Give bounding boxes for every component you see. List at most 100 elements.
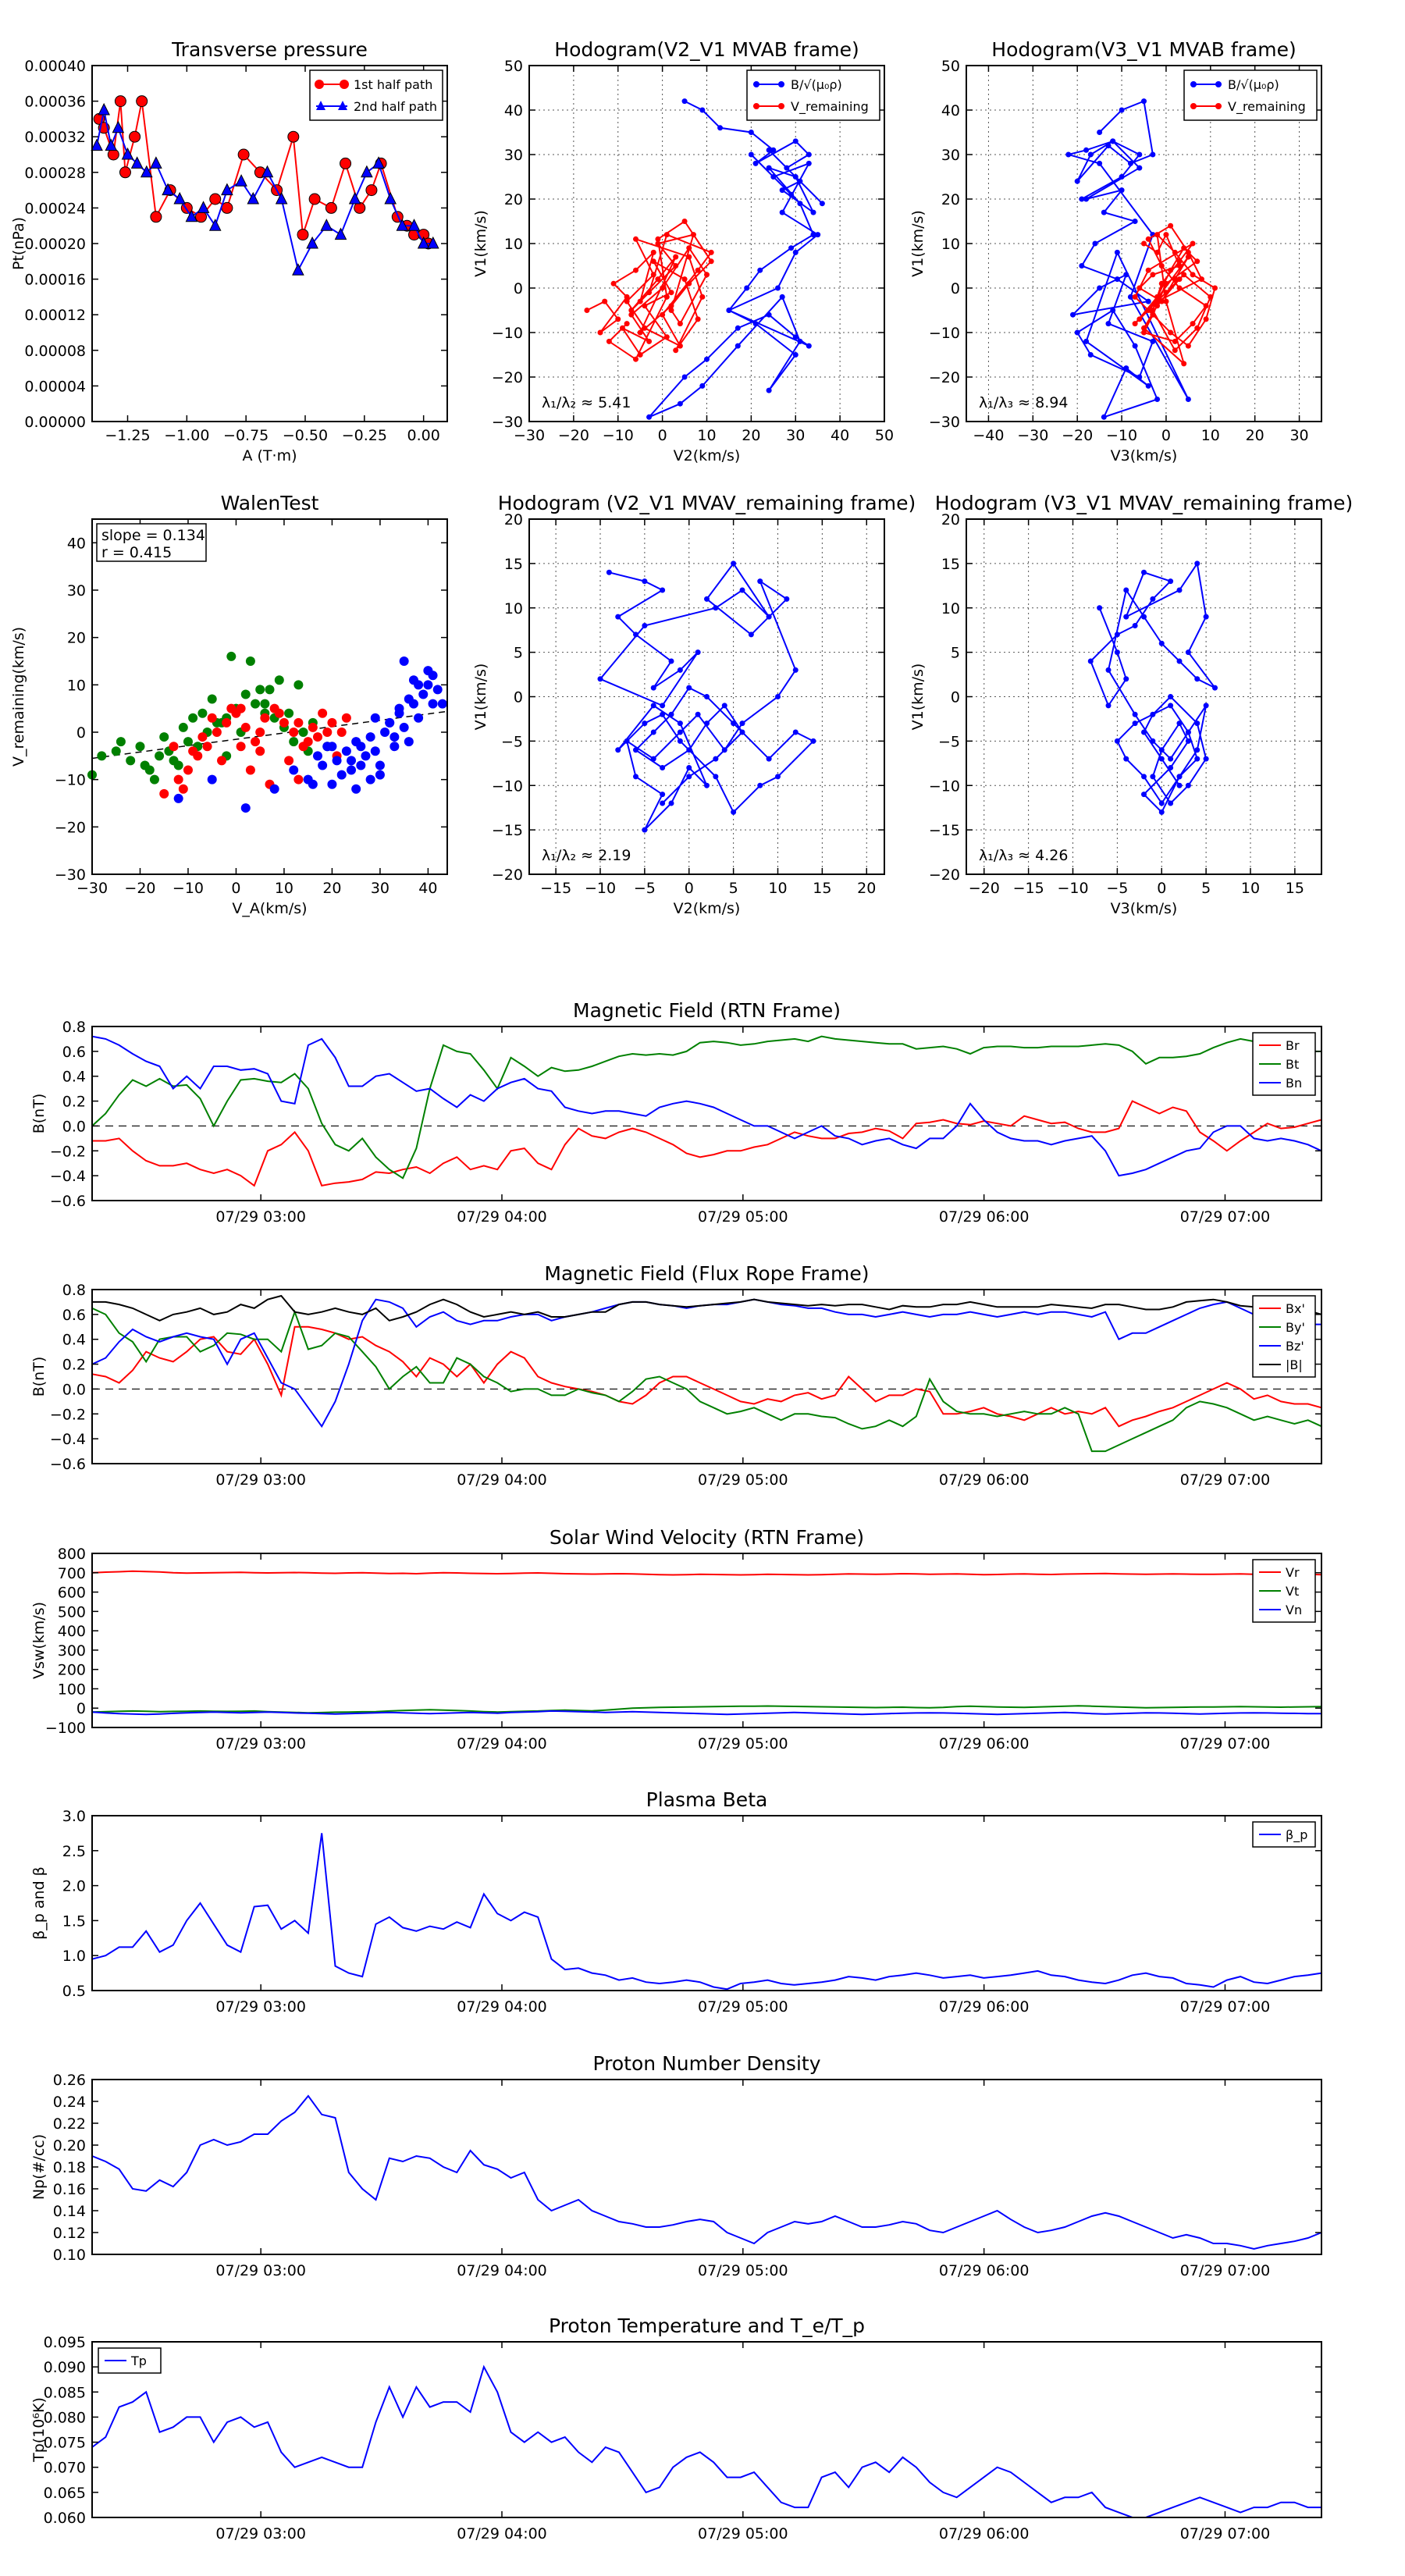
data-point [1087, 151, 1094, 158]
data-point [303, 737, 313, 747]
data-point [788, 245, 795, 251]
data-point [284, 756, 294, 766]
data-point [1074, 178, 1080, 184]
data-point [646, 338, 653, 344]
y-tick-label: 0.00012 [24, 307, 86, 324]
x-tick-label: 20 [857, 880, 876, 897]
data-point [1105, 143, 1112, 149]
data-point [1123, 272, 1129, 278]
data-point [1168, 694, 1174, 699]
y-tick-label: 0 [76, 724, 86, 742]
data-point [279, 717, 289, 728]
legend-label: Bx' [1286, 1301, 1305, 1316]
data-point [112, 120, 125, 133]
x-tick-label: 07/29 04:00 [457, 1998, 547, 2016]
data-point [1194, 747, 1200, 753]
data-point [1185, 649, 1191, 656]
data-point [365, 774, 375, 785]
data-point [399, 722, 409, 732]
data-point [293, 774, 304, 785]
data-point [1163, 298, 1169, 304]
data-point [221, 183, 233, 196]
legend-label: V_remaining [791, 99, 869, 115]
data-point [1194, 720, 1200, 727]
data-point [677, 400, 683, 407]
data-point [289, 737, 299, 747]
y-tick-label: 20 [67, 630, 86, 647]
data-point [275, 191, 288, 205]
ts-panel-3: 07/29 03:00 07/29 04:00 07/29 05:00 07/29 0… [30, 1788, 1322, 2016]
data-point [432, 685, 443, 695]
data-point [677, 321, 683, 327]
x-tick-label: 10 [275, 880, 293, 897]
data-point [1132, 623, 1138, 628]
data-point [207, 774, 217, 785]
data-point [423, 680, 433, 690]
x-axis-label: V_A(km/s) [232, 900, 307, 917]
data-point [332, 756, 342, 766]
data-point [98, 102, 110, 116]
data-point [418, 689, 429, 699]
x-tick-label: 0 [685, 880, 694, 897]
data-point [726, 308, 732, 313]
chart-1: −30 −20 −10 0 10 20 30 40 50 −30 −20 −10 0 10 20 30 40 50… [472, 38, 894, 464]
data-point [668, 658, 674, 664]
data-point [308, 722, 318, 732]
x-tick-label: −1.00 [164, 427, 209, 444]
x-tick-label: 07/29 07:00 [1180, 1735, 1271, 1752]
legend-box [98, 2347, 162, 2374]
data-point [150, 156, 162, 169]
x-tick-label: 07/29 06:00 [939, 1735, 1030, 1752]
data-point [226, 651, 237, 661]
data-point [341, 713, 351, 723]
data-point [1185, 249, 1191, 255]
plot-frame [91, 1026, 1322, 1201]
x-tick-label: 07/29 03:00 [215, 1998, 306, 2016]
data-point [126, 756, 136, 766]
data-point [748, 632, 754, 638]
data-point [130, 156, 144, 169]
data-point [810, 738, 816, 744]
data-point [660, 285, 666, 291]
y-tick-label: 50 [941, 58, 960, 75]
data-point [209, 193, 222, 205]
data-point [668, 800, 674, 806]
legend-label: V_remaining [1228, 99, 1306, 115]
data-point [1145, 236, 1151, 242]
x-tick-label: −40 [973, 427, 1004, 444]
data-point [721, 703, 727, 709]
legend-label: B/√(μ₀ρ) [791, 77, 842, 92]
data-point [1181, 245, 1187, 251]
data-point [668, 308, 674, 313]
x-tick-label: 07/29 04:00 [457, 1735, 547, 1752]
y-tick-label: 0.095 [44, 2334, 86, 2351]
x-tick-label: 07/29 06:00 [939, 2525, 1030, 2542]
ts-panel-4: 07/29 03:00 07/29 04:00 07/29 05:00 07/29 0… [30, 2052, 1322, 2279]
y-tick-label: 40 [941, 102, 960, 119]
y-tick-label: −0.2 [50, 1143, 86, 1160]
series-2 [173, 656, 447, 813]
data-point [1132, 343, 1138, 349]
y-tick-label: 0.00032 [24, 129, 86, 146]
data-point [660, 587, 666, 593]
data-point [1141, 325, 1147, 331]
legend-label: β_p [1286, 1827, 1307, 1843]
data-point [619, 325, 625, 331]
y-tick-label: 0.00008 [24, 343, 86, 360]
data-point [650, 756, 656, 762]
x-tick-label: 10 [768, 880, 787, 897]
x-tick-label: 07/29 04:00 [457, 1471, 547, 1489]
y-tick-label: 0.8 [62, 1282, 86, 1299]
data-point [1065, 151, 1072, 158]
data-point [251, 737, 261, 747]
data-point [236, 742, 246, 752]
data-point [1079, 263, 1085, 269]
data-point [637, 352, 643, 358]
data-point [686, 747, 692, 753]
data-point [121, 147, 134, 160]
data-point [660, 800, 666, 806]
data-point [318, 708, 328, 718]
ratio-annotation: λ₁/λ₃ ≈ 8.94 [979, 394, 1068, 411]
y-tick-label: 0.4 [62, 1069, 86, 1086]
